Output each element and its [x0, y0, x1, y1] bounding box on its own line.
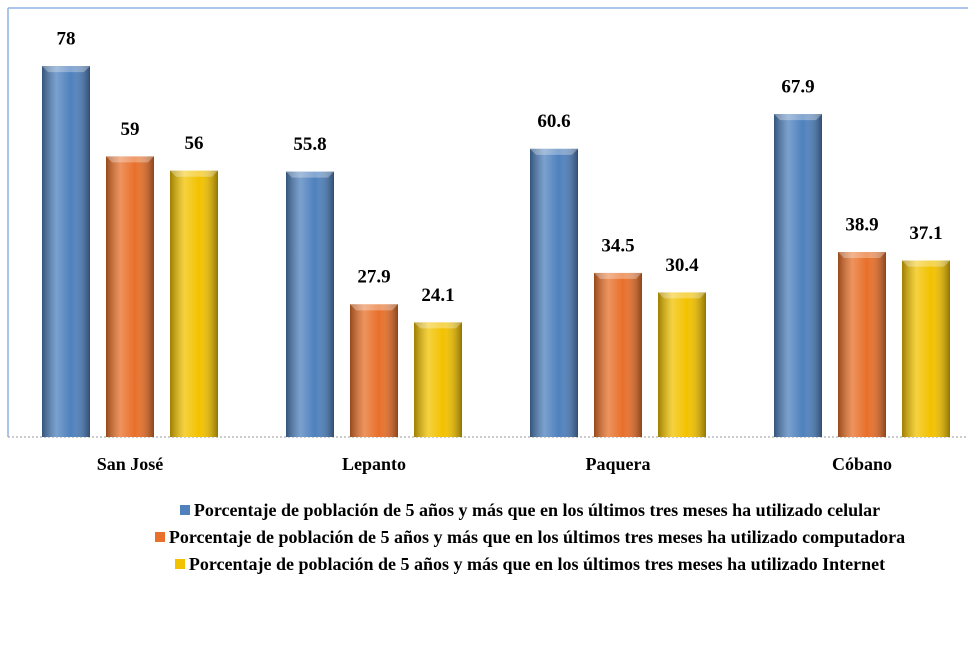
- bar-cap: [658, 292, 706, 299]
- legend-swatch: [154, 532, 165, 542]
- bar-cap: [530, 148, 578, 155]
- value-label: 55.8: [293, 134, 326, 155]
- bar-group: [594, 272, 642, 437]
- bar-group: [530, 148, 578, 437]
- bar-group: [42, 66, 90, 438]
- bar-cap: [774, 114, 822, 121]
- legend-label: Porcentaje de población de 5 años y más …: [168, 527, 906, 547]
- bar-cap: [170, 170, 218, 177]
- chart: San José 78 59 56 Lepanto 55.8 27.9 24.1 Paquera…: [7, 7, 968, 474]
- bar-shade: [902, 260, 950, 437]
- bar-shade: [594, 272, 642, 437]
- legend-entry: Porcentaje de población de 5 años y más …: [100, 552, 960, 577]
- value-label: 78: [57, 28, 76, 49]
- legend-label: Porcentaje de población de 5 años y más …: [188, 554, 886, 574]
- bar-cap: [414, 322, 462, 329]
- legend-entry: Porcentaje de población de 5 años y más …: [100, 525, 960, 550]
- legend-swatch: [174, 559, 185, 569]
- value-label: 27.9: [357, 267, 390, 288]
- value-label: 34.5: [601, 235, 634, 256]
- bar-cap: [902, 260, 950, 267]
- value-label: 24.1: [421, 285, 454, 306]
- bar-shade: [774, 114, 822, 437]
- bar-group: [838, 252, 886, 437]
- bar-cap: [838, 252, 886, 259]
- bar-shade: [350, 304, 398, 437]
- value-label: 38.9: [845, 214, 878, 235]
- bar-cap: [286, 171, 334, 178]
- bar-shade: [414, 322, 462, 437]
- bar-shade: [530, 148, 578, 437]
- value-label: 67.9: [781, 76, 814, 97]
- bar-shade: [170, 170, 218, 437]
- bar-group: [286, 171, 334, 437]
- value-label: 60.6: [537, 111, 570, 132]
- bar-cap: [106, 156, 154, 163]
- value-label: 56: [185, 133, 204, 154]
- x-tick-label: Cóbano: [832, 454, 892, 474]
- legend-swatch: [179, 505, 190, 515]
- x-tick-label: San José: [97, 454, 164, 474]
- bar-shade: [42, 66, 90, 438]
- bar-shade: [106, 156, 154, 437]
- bar-group: [170, 170, 218, 437]
- x-tick-label: Lepanto: [342, 454, 406, 474]
- x-tick-label: Paquera: [586, 454, 651, 474]
- bar-group: [106, 156, 154, 437]
- bar-cap: [42, 66, 90, 73]
- legend-label: Porcentaje de población de 5 años y más …: [193, 500, 881, 520]
- bar-group: [658, 292, 706, 437]
- bar-shade: [838, 252, 886, 437]
- bar-group: [350, 304, 398, 437]
- bar-group: [774, 114, 822, 437]
- bar-cap: [350, 304, 398, 311]
- value-label: 59: [121, 119, 140, 140]
- bar-group: [902, 260, 950, 437]
- legend: Porcentaje de población de 5 años y más …: [100, 498, 960, 579]
- legend-entry: Porcentaje de población de 5 años y más …: [100, 498, 960, 523]
- bar-cap: [594, 272, 642, 279]
- value-label: 30.4: [665, 255, 699, 276]
- bar-shade: [658, 292, 706, 437]
- value-label: 37.1: [909, 223, 942, 244]
- bar-shade: [286, 171, 334, 437]
- bar-group: [414, 322, 462, 437]
